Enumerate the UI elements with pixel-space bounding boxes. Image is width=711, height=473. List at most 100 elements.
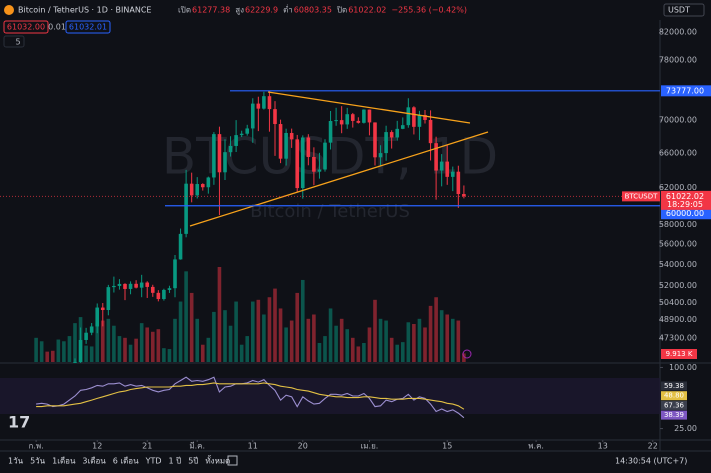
candle-body xyxy=(123,283,127,289)
y-tick-label: 78000.00 xyxy=(659,55,697,64)
y-tick-label: 52000.00 xyxy=(659,281,697,290)
volume-bar xyxy=(323,336,327,362)
candle-body xyxy=(273,109,277,125)
volume-bar xyxy=(34,337,38,362)
volume-bar xyxy=(112,325,116,362)
currency[interactable]: USDT xyxy=(668,6,690,15)
indicator-count[interactable]: 5 xyxy=(15,38,20,47)
volume-bar xyxy=(56,339,61,362)
candle-body xyxy=(145,282,150,287)
range-button[interactable]: 6 เดือน xyxy=(113,457,139,466)
symbol-tag-bg xyxy=(622,191,660,202)
range-button[interactable]: 1 ปี xyxy=(169,457,182,466)
range-button[interactable]: 1วัน xyxy=(8,457,24,466)
clock[interactable]: 14:30:54 (UTC+7) xyxy=(615,457,687,466)
ohlc-header: เปิด 61277.38 สูง 62229.9 ต่ำ 60803.35 ปิด 6102… xyxy=(178,4,467,16)
ohlc-label: สูง xyxy=(235,6,244,16)
replay-icon[interactable] xyxy=(462,349,472,359)
volume-bar xyxy=(239,344,244,362)
range-button[interactable]: 1เดือน xyxy=(52,457,76,466)
trend-line xyxy=(189,131,489,227)
candle-body xyxy=(434,143,438,171)
rsi-tag-bg xyxy=(661,381,687,391)
calendar-icon[interactable] xyxy=(227,455,238,466)
ohlc-value: 60803.35 xyxy=(294,6,332,15)
range-button[interactable]: ทั้งหมด xyxy=(205,455,230,466)
indicators-toggle[interactable] xyxy=(3,35,25,48)
ohlc-label: เปิด xyxy=(178,6,191,15)
candle-body xyxy=(284,132,288,159)
trend-line xyxy=(267,91,471,124)
candle-body xyxy=(395,128,400,138)
y-tick-label: 58000.00 xyxy=(659,220,697,229)
volume-bar xyxy=(412,324,416,362)
rsi-line xyxy=(36,376,465,419)
symbol-title[interactable]: Bitcoin / TetherUS · 1D · BINANCE xyxy=(18,6,151,15)
y-tick-label: 56000.00 xyxy=(659,240,697,249)
x-tick-label: พ.ค. xyxy=(528,442,544,451)
range-button[interactable]: YTD xyxy=(145,457,162,466)
volume-bar xyxy=(273,288,277,362)
buy-price[interactable]: 61032.01 xyxy=(69,23,107,32)
candle-body xyxy=(306,137,311,157)
candle-body xyxy=(428,119,433,144)
volume-bar xyxy=(356,346,361,362)
candle-body xyxy=(89,326,94,333)
range-button[interactable]: 5วัน xyxy=(30,457,46,466)
y-tick-label: 54000.00 xyxy=(659,260,697,269)
volume-bar xyxy=(312,314,316,362)
range-button[interactable]: 3เดือน xyxy=(82,457,106,466)
volume-bar xyxy=(89,346,94,362)
candle-body xyxy=(139,282,144,288)
volume-bar xyxy=(439,310,444,362)
range-button[interactable]: 5ปี xyxy=(188,457,198,466)
candle-body xyxy=(195,184,200,196)
level-tag: 73777.00 xyxy=(666,86,704,95)
candle-body xyxy=(356,120,361,123)
volume-bar xyxy=(450,318,455,362)
x-tick-label: 21 xyxy=(142,442,152,451)
candle-body xyxy=(228,145,233,153)
candle-body xyxy=(178,233,183,260)
volume-bar xyxy=(395,344,400,362)
volume-bar xyxy=(234,301,238,362)
volume-bar xyxy=(339,318,344,362)
candle-body xyxy=(378,153,383,158)
y-tick-label: 82000.00 xyxy=(659,28,697,37)
x-tick-label: 22 xyxy=(648,442,658,451)
candle-body xyxy=(312,156,316,172)
candle-body xyxy=(317,169,322,172)
ohlc-label: ปิด xyxy=(336,6,347,15)
ohlc-value: 62229.9 xyxy=(245,6,278,15)
candle-body xyxy=(106,287,111,311)
rsi-tag-bg xyxy=(661,391,687,401)
volume-bar xyxy=(178,301,183,362)
buy-box[interactable] xyxy=(65,20,111,34)
sell-price[interactable]: 61032.00 xyxy=(7,23,45,32)
brand-logo[interactable]: 17 xyxy=(8,413,30,432)
symbol-tag: BTCUSDT xyxy=(625,192,659,200)
candle-body xyxy=(323,142,327,170)
candle-body xyxy=(217,134,222,173)
candle-body xyxy=(445,161,450,177)
volume-bar xyxy=(423,327,427,362)
volume-bar xyxy=(123,337,127,362)
volume-bar xyxy=(256,299,261,362)
candle-body xyxy=(223,152,227,173)
volume-bar xyxy=(217,267,222,362)
volume-bar xyxy=(406,322,411,362)
volume-tag-bg xyxy=(661,349,697,359)
y-tick-label: 50400.00 xyxy=(659,298,697,307)
rsi-line xyxy=(36,382,465,410)
sell-box[interactable] xyxy=(3,20,49,34)
volume-bar xyxy=(223,310,227,362)
volume-bar xyxy=(367,327,372,362)
candle-body xyxy=(406,107,411,126)
volume-bar xyxy=(456,320,461,362)
y-tick-label: 70000.00 xyxy=(659,116,697,125)
currency-button[interactable] xyxy=(663,3,705,17)
volume-tag: 9.913 K xyxy=(666,350,693,358)
volume-bar xyxy=(250,301,255,362)
candle-body xyxy=(345,114,350,125)
candle-body xyxy=(350,114,355,121)
